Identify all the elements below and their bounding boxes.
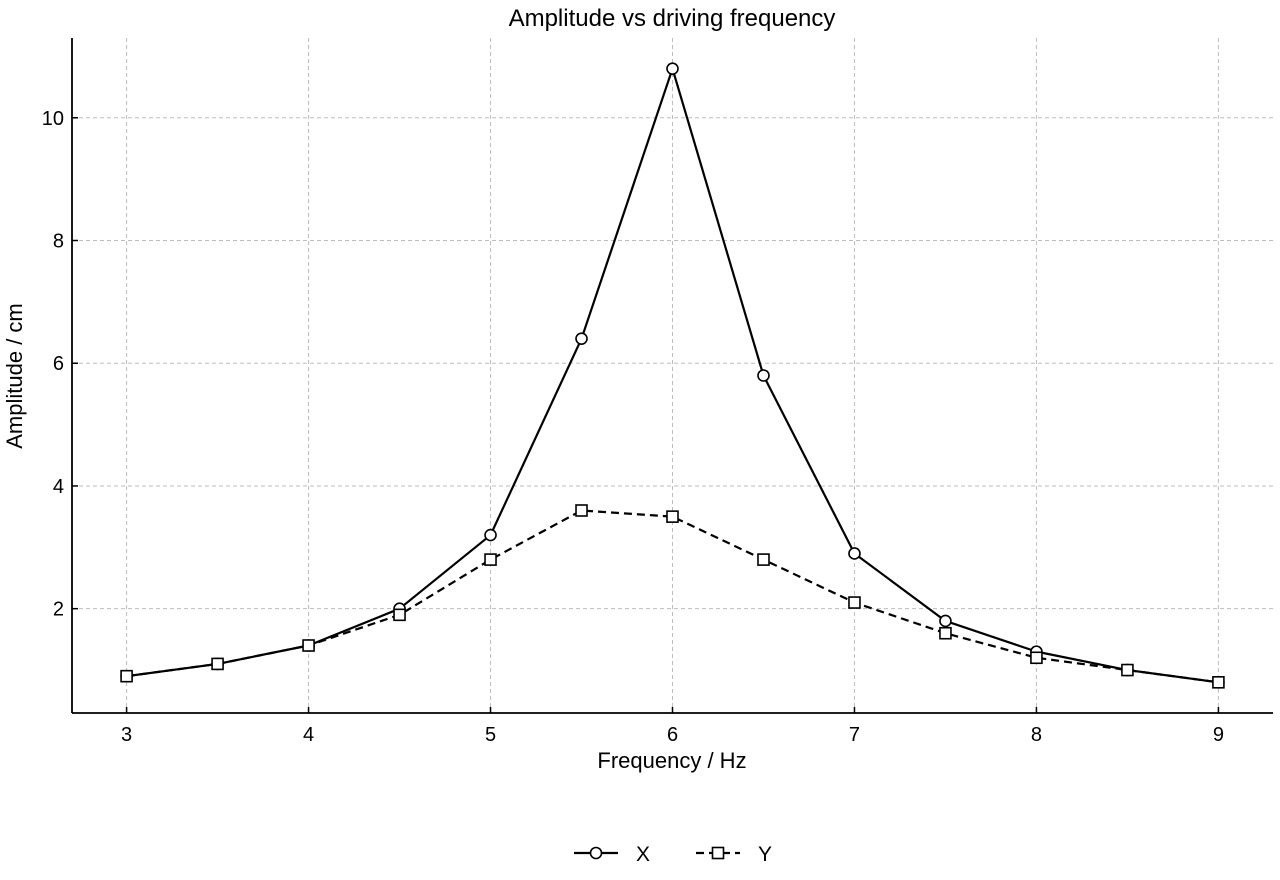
- x-tick-label: 7: [849, 724, 860, 746]
- data-point-y: [848, 596, 861, 609]
- data-series: [120, 62, 1225, 689]
- legend-label: Y: [758, 843, 772, 866]
- y-tick-label: 2: [53, 599, 64, 621]
- data-point-y: [484, 553, 497, 566]
- x-tick-label: 5: [485, 724, 496, 746]
- data-point-x: [666, 62, 679, 75]
- legend-marker: [589, 846, 603, 860]
- x-tick-label: 9: [1213, 724, 1224, 746]
- legend-label: X: [636, 843, 650, 866]
- legend-item-x: X: [574, 843, 650, 866]
- data-point-y: [1030, 651, 1043, 665]
- data-point-x: [848, 547, 861, 560]
- data-point-y: [1121, 663, 1134, 677]
- legend-item-y: Y: [696, 843, 772, 866]
- x-tick-label: 8: [1031, 724, 1042, 746]
- y-tick-label: 10: [42, 108, 64, 130]
- data-point-x: [939, 614, 952, 628]
- data-point-y: [666, 510, 679, 523]
- data-point-y: [1212, 676, 1225, 689]
- data-point-y: [120, 669, 133, 683]
- chart-title: Amplitude vs driving frequency: [509, 5, 836, 32]
- y-tick-label: 6: [53, 353, 64, 375]
- data-point-y: [393, 608, 406, 622]
- data-point-x: [575, 332, 588, 345]
- y-tick-label: 4: [53, 476, 64, 498]
- data-point-x: [484, 528, 497, 542]
- y-tick-label: 8: [53, 231, 64, 253]
- x-tick-label: 3: [121, 724, 132, 746]
- tick-marks: 3 4 5 6 7 8 9 2 4 6 8 10: [42, 108, 1224, 746]
- y-axis-label: Amplitude / cm: [2, 303, 27, 449]
- data-point-y: [302, 639, 315, 652]
- x-tick-label: 6: [667, 724, 678, 746]
- legend-marker: [711, 846, 725, 860]
- data-point-x: [757, 369, 770, 382]
- data-point-y: [757, 553, 770, 566]
- series-y: [120, 504, 1225, 689]
- x-axis-label: Frequency / Hz: [597, 748, 746, 773]
- data-point-y: [939, 626, 952, 640]
- data-point-y: [575, 504, 588, 517]
- x-tick-label: 4: [303, 724, 314, 746]
- data-point-y: [211, 657, 224, 671]
- grid-lines: [72, 38, 1273, 713]
